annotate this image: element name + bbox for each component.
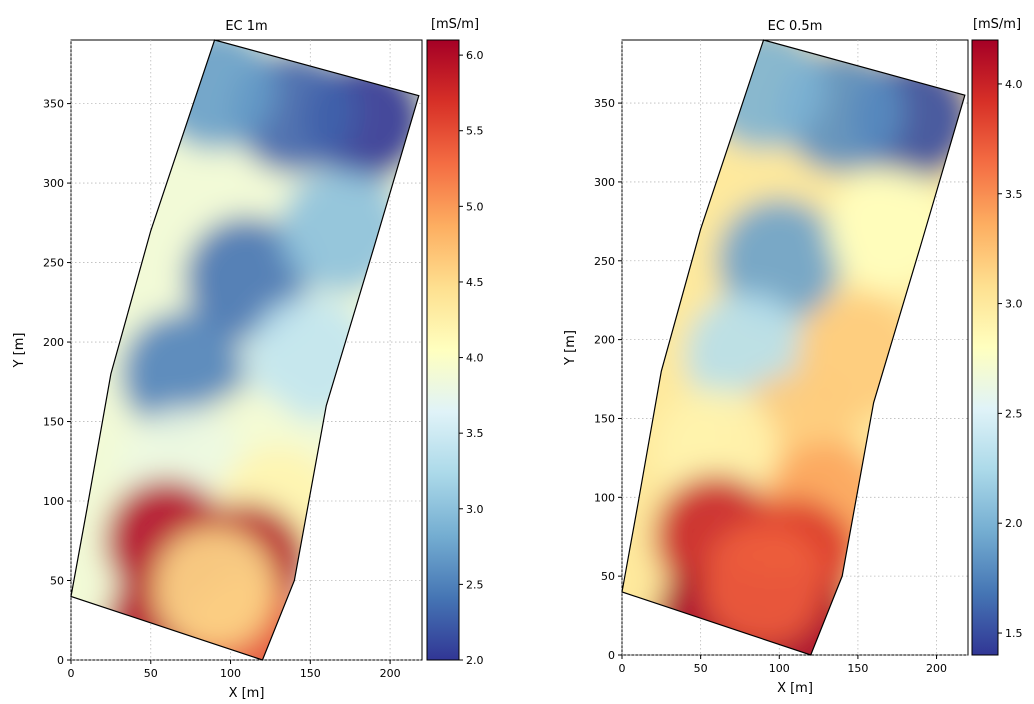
x-tick-label: 100	[769, 662, 790, 675]
x-tick-label: 0	[619, 662, 626, 675]
colorbar-tick-label: 2.5	[1005, 407, 1023, 420]
colorbar-tick-label: 2.5	[466, 578, 484, 591]
field-outline	[621, 39, 966, 656]
y-tick-label: 350	[594, 97, 615, 110]
colorbar-tick-label: 3.0	[466, 503, 484, 516]
colorbar-tick-label: 2.0	[466, 654, 484, 667]
colorbar-tick-label: 4.0	[1005, 78, 1023, 91]
colorbar-tick-label: 1.5	[1005, 627, 1023, 640]
y-tick-label: 0	[57, 654, 64, 667]
colorbar-unit-label: [mS/m]	[431, 17, 479, 32]
colorbar-tick-label: 6.0	[466, 49, 484, 62]
x-tick-label: 200	[380, 667, 401, 680]
chart-title: EC 1m	[225, 19, 267, 34]
y-tick-label: 350	[43, 98, 64, 111]
axes: 0 50 100 150 200 0 50 100 150 200 250 300 350	[594, 97, 947, 675]
y-tick-label: 150	[43, 416, 64, 429]
x-tick-label: 50	[694, 662, 708, 675]
colorbar-tick-label: 3.0	[1005, 298, 1023, 311]
x-tick-label: 50	[144, 667, 158, 680]
heatmap-zone	[717, 198, 842, 323]
x-tick-label: 0	[68, 667, 75, 680]
x-tick-label: 150	[300, 667, 321, 680]
colorbar-gradient	[426, 39, 460, 661]
colorbar-tick-label: 5.5	[466, 125, 484, 138]
y-tick-label: 100	[43, 495, 64, 508]
colorbar: 2.0 2.5 3.0 3.5 4.0 4.5 5.0 5.5 6.0 [mS/m]	[426, 17, 484, 667]
chart-panel-2: 0 50 100 150 200 0 50 100 150 200 250 300 350 EC 0.5m…	[563, 17, 1023, 696]
y-tick-label: 100	[594, 491, 615, 504]
y-axis-label: Y [m]	[563, 330, 578, 366]
y-tick-label: 50	[601, 570, 615, 583]
colorbar-tick-label: 4.5	[466, 276, 484, 289]
colorbar-gradient	[971, 39, 999, 656]
colorbar-unit-label: [mS/m]	[973, 17, 1021, 32]
y-tick-label: 300	[594, 176, 615, 189]
chart-panel-1: 0 50 100 150 200 0 50 100 150 200 250 300 350 EC 1m X …	[12, 17, 484, 701]
y-axis-label: Y [m]	[12, 333, 27, 369]
y-tick-label: 0	[608, 649, 615, 662]
x-axis-label: X [m]	[777, 681, 813, 696]
y-tick-label: 300	[43, 177, 64, 190]
x-axis-label: X [m]	[229, 686, 265, 701]
heatmap-zone	[701, 522, 826, 647]
y-tick-label: 250	[43, 257, 64, 270]
heatmap-zone	[654, 388, 779, 512]
x-tick-label: 200	[926, 662, 947, 675]
y-tick-label: 200	[43, 336, 64, 349]
x-tick-label: 150	[847, 662, 868, 675]
axes: 0 50 100 150 200 0 50 100 150 200 250 300 350	[43, 98, 401, 680]
x-tick-label: 100	[220, 667, 241, 680]
colorbar-tick-label: 3.5	[466, 427, 484, 440]
y-tick-label: 250	[594, 255, 615, 268]
heatmap-zone	[152, 526, 277, 651]
chart-title: EC 0.5m	[768, 19, 823, 34]
colorbar-tick-label: 2.0	[1005, 517, 1023, 530]
colorbar-tick-label: 5.0	[466, 200, 484, 213]
colorbar-tick-label: 4.0	[466, 352, 484, 365]
colorbar-tick-label: 3.5	[1005, 188, 1023, 201]
field-outline	[70, 39, 420, 661]
y-tick-label: 50	[50, 575, 64, 588]
y-tick-label: 150	[594, 412, 615, 425]
y-tick-label: 200	[594, 334, 615, 347]
colorbar: 1.5 2.0 2.5 3.0 3.5 4.0 [mS/m]	[971, 17, 1023, 656]
